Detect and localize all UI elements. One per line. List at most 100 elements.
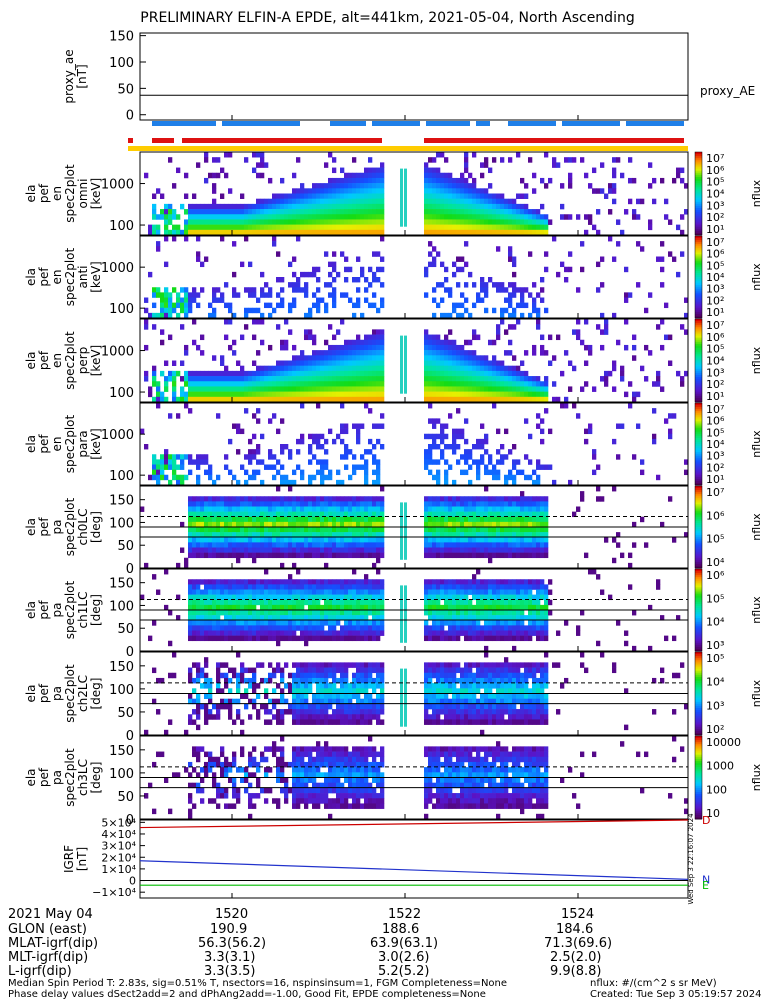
heatmap-cell (540, 391, 545, 398)
heatmap-cell (196, 251, 201, 257)
heatmap-cell (228, 209, 233, 215)
heatmap-cell (220, 292, 225, 298)
heatmap-cell (592, 167, 597, 174)
heatmap-cell (260, 376, 265, 382)
heatmap-cell (328, 532, 333, 538)
heatmap-cell (488, 625, 493, 631)
heatmap-cell (536, 214, 541, 220)
heatmap-cell (296, 203, 301, 210)
heatmap-cell (272, 241, 277, 247)
heatmap-cell (348, 516, 353, 523)
heatmap-cell (364, 224, 369, 231)
heatmap-cell (360, 527, 365, 533)
heatmap-cell (208, 172, 213, 179)
heatmap-cell (240, 604, 245, 611)
heatmap-cell (280, 360, 285, 366)
heatmap-cell (428, 604, 433, 611)
heatmap-cell (348, 496, 353, 502)
heatmap-cell (192, 521, 197, 528)
heatmap-cell (444, 579, 449, 585)
heatmap-cell (236, 370, 241, 377)
heatmap-cell (152, 292, 157, 298)
heatmap-cell (500, 604, 505, 611)
heatmap-cell (356, 464, 361, 470)
heatmap-cell (540, 501, 545, 507)
heatmap-cell (432, 584, 437, 590)
heatmap-cell (356, 188, 361, 194)
heatmap-cell (436, 604, 441, 611)
heatmap-cell (360, 635, 365, 642)
heatmap-cell (220, 625, 225, 631)
heatmap-cell (460, 229, 465, 236)
heatmap-cell (456, 594, 461, 601)
heatmap-cell (520, 312, 525, 319)
heatmap-cell (208, 496, 213, 502)
heatmap-cell (424, 610, 429, 616)
heatmap-cell (236, 501, 241, 507)
colorbar-segment (695, 348, 702, 351)
heatmap-cell (432, 376, 437, 382)
colorbar-segment (695, 343, 702, 347)
heatmap-cell (268, 584, 273, 590)
heatmap-cell (480, 630, 485, 636)
heatmap-cell (380, 444, 385, 450)
heatmap-cell (540, 511, 545, 518)
heatmap-cell (284, 589, 289, 595)
heatmap-cell (312, 360, 317, 366)
heatmap-cell (448, 198, 453, 205)
heatmap-cell (444, 360, 449, 366)
colorbar-tick-label: 10⁶ (706, 569, 725, 582)
heatmap-cell (316, 297, 321, 303)
heatmap-cell (364, 334, 369, 341)
heatmap-cell (424, 214, 429, 220)
heatmap-cell (200, 370, 205, 377)
heatmap-cell (272, 620, 277, 626)
heatmap-cell (452, 365, 457, 372)
heatmap-cell (448, 381, 453, 387)
heatmap-cell (492, 579, 497, 585)
heatmap-cell (244, 501, 249, 507)
heatmap-cell (360, 370, 365, 377)
colorbar-segment (695, 527, 702, 530)
heatmap-cell (376, 209, 381, 215)
heatmap-cell (212, 620, 217, 626)
heatmap-cell (428, 219, 433, 225)
heatmap-cell (268, 589, 273, 595)
colorbar-segment (695, 541, 702, 544)
heatmap-cell (560, 203, 565, 210)
heatmap-cell (528, 579, 533, 585)
heatmap-cell (304, 599, 309, 606)
heatmap-cell (516, 496, 521, 502)
heatmap-cell (288, 329, 293, 335)
heatmap-cell (444, 474, 449, 481)
heatmap-cell (504, 521, 509, 528)
colorbar-segment (695, 370, 702, 374)
heatmap-cell (380, 486, 385, 492)
heatmap-cell (212, 501, 217, 507)
heatmap-cell (676, 271, 681, 278)
heatmap-cell (472, 501, 477, 507)
heatmap-cell (380, 604, 385, 611)
heatmap-cell (356, 604, 361, 611)
heatmap-cell (496, 589, 501, 595)
y-axis-label-line: en (50, 270, 64, 285)
heatmap-cell (324, 630, 329, 636)
heatmap-cell (484, 537, 489, 543)
heatmap-cell (432, 157, 437, 163)
heatmap-cell (360, 350, 365, 356)
heatmap-cell (432, 506, 437, 512)
heatmap-cell (456, 542, 461, 548)
heatmap-cell (224, 594, 229, 601)
heatmap-cell (528, 219, 533, 225)
heatmap-cell (436, 355, 441, 361)
heatmap-cell (204, 610, 209, 616)
heatmap-cell (292, 511, 297, 518)
panel-frame (139, 318, 689, 403)
heatmap-cell (344, 454, 349, 460)
y-tick-label: 1000 (101, 178, 134, 193)
heatmap-cell (220, 391, 225, 398)
heatmap-cell (204, 625, 209, 631)
heatmap-cell (164, 729, 169, 736)
heatmap-cell (160, 464, 165, 470)
